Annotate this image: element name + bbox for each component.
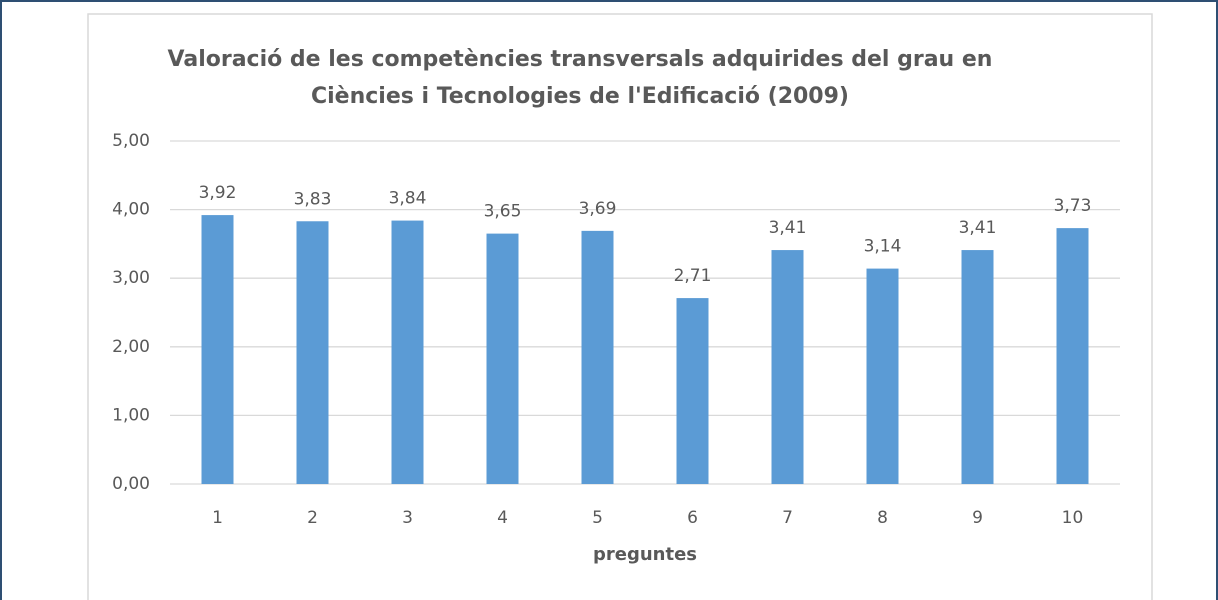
- chart-title: Ciències i Tecnologies de l'Edificació (…: [311, 84, 849, 109]
- y-tick-label: 5,00: [112, 131, 150, 151]
- bar: [961, 250, 994, 484]
- x-tick-label: 7: [782, 508, 793, 528]
- data-label: 3,41: [959, 218, 997, 238]
- y-tick-label: 0,00: [112, 474, 150, 494]
- bar: [676, 298, 709, 484]
- data-label: 3,84: [389, 189, 427, 209]
- bar: [201, 215, 234, 484]
- y-tick-label: 1,00: [112, 405, 150, 425]
- x-tick-label: 2: [307, 508, 318, 528]
- data-label: 3,92: [199, 183, 237, 203]
- bar: [581, 230, 614, 484]
- chart-title: Valoració de les competències transversa…: [168, 47, 993, 72]
- y-tick-label: 4,00: [112, 200, 150, 220]
- x-tick-label: 9: [972, 508, 983, 528]
- data-label: 2,71: [674, 266, 712, 286]
- data-label: 3,73: [1054, 196, 1092, 216]
- x-tick-label: 6: [687, 508, 698, 528]
- data-label: 3,83: [294, 189, 332, 209]
- bar: [866, 268, 899, 484]
- x-tick-label: 5: [592, 508, 603, 528]
- x-tick-label: 4: [497, 508, 508, 528]
- data-label: 3,65: [484, 202, 522, 222]
- x-axis-title: preguntes: [593, 544, 697, 565]
- bar: [486, 233, 519, 484]
- data-label: 3,14: [864, 237, 902, 257]
- bar: [296, 221, 329, 484]
- bar: [391, 220, 424, 485]
- x-tick-label: 10: [1062, 508, 1084, 528]
- x-tick-label: 1: [212, 508, 223, 528]
- x-tick-label: 3: [402, 508, 413, 528]
- data-label: 3,41: [769, 218, 807, 238]
- y-tick-label: 3,00: [112, 268, 150, 288]
- bar: [771, 250, 804, 484]
- x-tick-label: 8: [877, 508, 888, 528]
- bar: [1056, 228, 1089, 484]
- y-tick-label: 2,00: [112, 337, 150, 357]
- data-label: 3,69: [579, 199, 617, 219]
